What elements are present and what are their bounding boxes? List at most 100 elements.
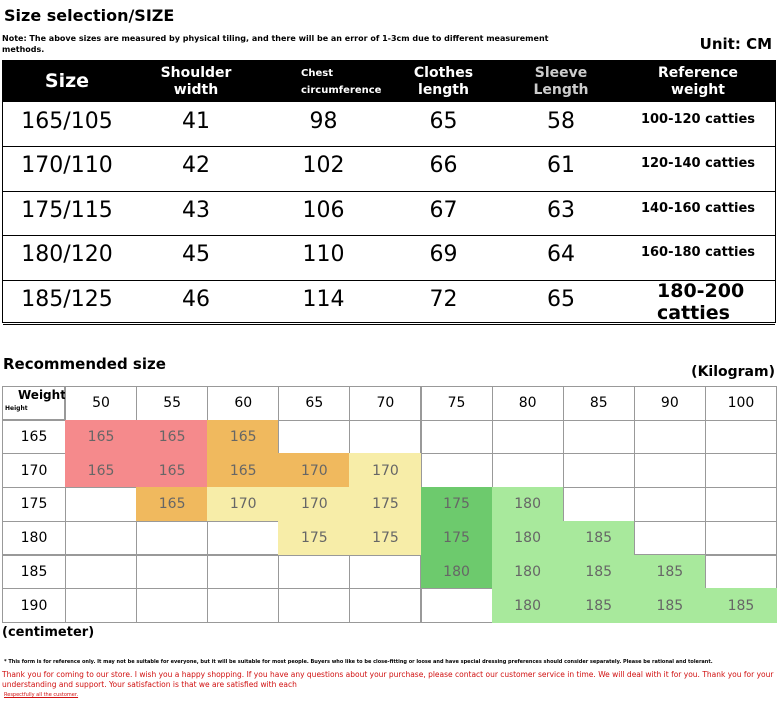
size-cell: 180 bbox=[491, 520, 564, 556]
height-header: 170 bbox=[2, 453, 66, 489]
size-cell: 175 bbox=[349, 487, 422, 522]
cell: 160-180 catties bbox=[640, 245, 756, 260]
cell: 64 bbox=[547, 242, 575, 267]
size-cell bbox=[491, 453, 564, 489]
size-cell bbox=[65, 487, 138, 522]
cell: 72 bbox=[429, 286, 458, 312]
cell: 63 bbox=[547, 197, 575, 223]
size-cell bbox=[562, 487, 635, 522]
cell: 110 bbox=[302, 242, 345, 267]
size-cell bbox=[633, 419, 706, 455]
row-divider bbox=[3, 235, 775, 236]
weight-header: 75 bbox=[420, 386, 493, 421]
cell: 165/105 bbox=[21, 108, 113, 134]
recommended-table: Weight Height 50 55 60 65 70 75 80 85 90 100 165 165 1… bbox=[2, 386, 777, 623]
size-cell bbox=[704, 419, 777, 455]
size-cell: 185 bbox=[633, 588, 706, 623]
size-cell: 180 bbox=[420, 554, 493, 590]
weight-header: 65 bbox=[278, 386, 351, 421]
size-cell: 170 bbox=[278, 453, 351, 489]
size-cell: 170 bbox=[278, 487, 351, 522]
size-cell bbox=[562, 453, 635, 489]
size-cell bbox=[136, 520, 209, 556]
size-cell bbox=[704, 554, 777, 590]
recommended-title: Recommended size bbox=[3, 355, 166, 373]
weight-header: 70 bbox=[349, 386, 422, 421]
size-cell bbox=[278, 554, 351, 590]
cell: 42 bbox=[182, 153, 210, 178]
cell: 66 bbox=[429, 153, 458, 178]
size-cell: 175 bbox=[420, 520, 493, 556]
cell: 180-200 catties bbox=[657, 280, 745, 324]
cell: 185/125 bbox=[21, 286, 113, 312]
weight-header: 90 bbox=[633, 386, 706, 421]
thanks: Thank you for coming to our store. I wis… bbox=[2, 670, 774, 689]
cell: 61 bbox=[547, 153, 575, 178]
size-cell bbox=[420, 419, 493, 455]
cell: 69 bbox=[429, 242, 458, 267]
size-cell bbox=[704, 453, 777, 489]
row-divider bbox=[3, 279, 775, 281]
cell: 45 bbox=[182, 242, 210, 267]
cell: 175/115 bbox=[21, 197, 113, 223]
size-cell bbox=[136, 588, 209, 623]
weight-header: 60 bbox=[207, 386, 280, 421]
size-cell: 175 bbox=[349, 520, 422, 556]
size-cell bbox=[65, 520, 138, 556]
size-cell bbox=[420, 453, 493, 489]
size-cell bbox=[207, 588, 280, 623]
corner-height: Height bbox=[5, 405, 28, 412]
size-cell: 170 bbox=[349, 453, 422, 489]
recommended-unit: (Kilogram) bbox=[691, 364, 775, 380]
size-cell: 180 bbox=[491, 487, 564, 522]
size-cell bbox=[349, 554, 422, 590]
weight-header: 85 bbox=[562, 386, 635, 421]
size-cell: 165 bbox=[136, 487, 209, 522]
cell: 114 bbox=[302, 286, 345, 312]
size-cell bbox=[278, 588, 351, 623]
size-cell bbox=[704, 520, 777, 556]
unit: Unit: CM bbox=[699, 35, 772, 53]
weight-header: 100 bbox=[704, 386, 777, 421]
cell: 98 bbox=[309, 108, 338, 134]
row-divider bbox=[3, 324, 775, 325]
size-cell: 185 bbox=[704, 588, 777, 623]
cell: 170/110 bbox=[21, 153, 113, 178]
cell: 140-160 catties bbox=[640, 200, 756, 216]
height-header: 185 bbox=[2, 554, 66, 590]
size-cell: 165 bbox=[136, 419, 209, 455]
weight-header: 80 bbox=[491, 386, 564, 421]
weight-header: 55 bbox=[136, 386, 209, 421]
note: Note: The above sizes are measured by ph… bbox=[2, 34, 549, 54]
size-cell: 165 bbox=[136, 453, 209, 489]
column-header: Shoulder width bbox=[131, 61, 261, 102]
size-cell: 185 bbox=[562, 554, 635, 590]
size-cell: 185 bbox=[562, 588, 635, 623]
size-cell bbox=[349, 588, 422, 623]
title: Size selection/SIZE bbox=[4, 6, 175, 25]
size-cell bbox=[207, 520, 280, 556]
size-cell: 180 bbox=[491, 554, 564, 590]
cell: 41 bbox=[182, 108, 210, 134]
size-cell bbox=[278, 419, 351, 455]
cell: 120-140 catties bbox=[640, 156, 756, 171]
size-cell: 175 bbox=[420, 487, 493, 522]
size-cell bbox=[207, 554, 280, 590]
cell: 67 bbox=[429, 197, 458, 223]
size-cell bbox=[65, 554, 138, 590]
cell: 106 bbox=[302, 197, 345, 223]
height-header: 190 bbox=[2, 588, 66, 623]
size-cell: 170 bbox=[207, 487, 280, 522]
size-cell: 180 bbox=[491, 588, 564, 623]
corner-weight: Weight bbox=[18, 388, 66, 402]
size-cell bbox=[704, 487, 777, 522]
size-cell bbox=[633, 520, 706, 556]
size-cell bbox=[420, 588, 493, 623]
cell: 46 bbox=[182, 286, 210, 312]
sign: Respectfully all the customer. bbox=[4, 692, 79, 698]
row-divider bbox=[3, 190, 775, 192]
row-divider bbox=[3, 146, 775, 147]
size-cell: 175 bbox=[278, 520, 351, 556]
size-cell bbox=[562, 419, 635, 455]
